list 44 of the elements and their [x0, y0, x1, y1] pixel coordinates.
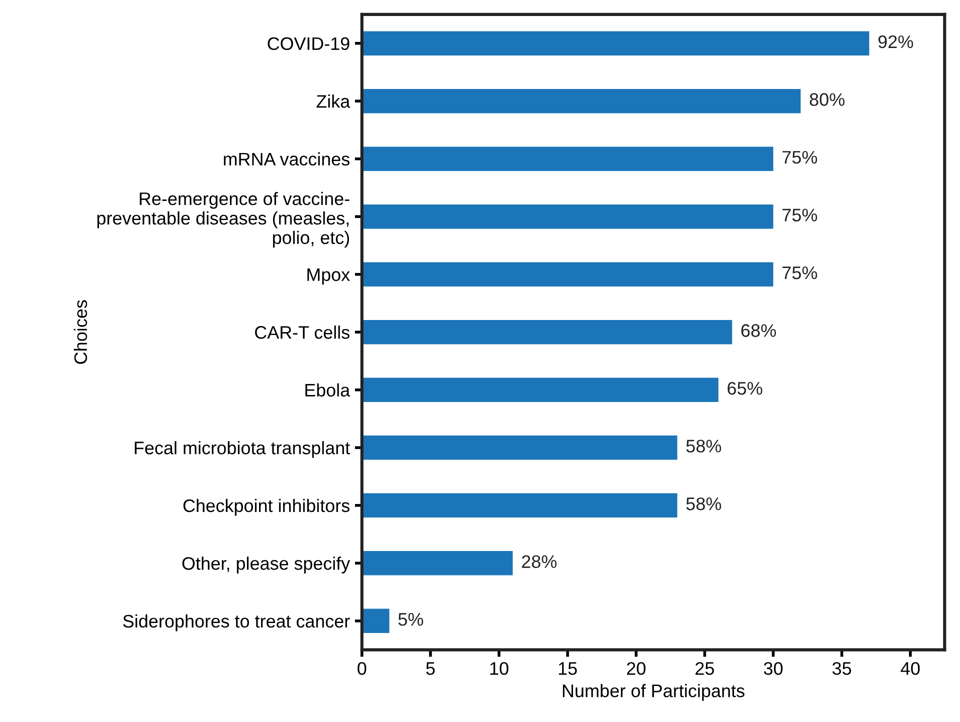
y-tick-label: COVID-19 [268, 37, 350, 50]
bar [362, 88, 801, 114]
annotation: 58% [686, 497, 722, 510]
bar [362, 493, 678, 518]
annotation: 28% [522, 555, 557, 568]
x-tick-label: 0 [358, 662, 366, 675]
annotation: 68% [741, 324, 776, 337]
bar [362, 378, 718, 402]
annotation: 75% [782, 208, 818, 222]
y-tick-label: Mpox [307, 268, 350, 285]
y-tick-label: Siderophores to treat cancer [123, 614, 350, 632]
annotation: 5% [398, 613, 424, 626]
annotation: 80% [810, 93, 845, 106]
bar [362, 608, 390, 634]
x-tick-label: 30 [764, 662, 783, 675]
x-tick-label: 10 [490, 662, 508, 675]
annotation: 65% [728, 382, 762, 395]
y-tick-label: CAR-T cells [255, 326, 350, 339]
y-tick-label: Re-emergence of vaccine- preventable diseases (measles, polio, etc) [97, 192, 350, 248]
y-tick-label: mRNA vaccines [224, 152, 350, 166]
y-tick-label: Ebola [305, 383, 350, 397]
x-tick-label: 40 [900, 662, 920, 675]
bar [362, 31, 870, 56]
y-tick-label: Other, please specify [182, 556, 350, 574]
annotation: 75% [782, 150, 818, 164]
y-tick-label: Checkpoint inhibitors [183, 498, 350, 516]
bar [362, 262, 774, 286]
x-tick-label: 25 [696, 662, 714, 675]
bar [362, 146, 774, 171]
x-tick-label: 20 [627, 662, 646, 675]
bar [362, 320, 732, 344]
y-tick-label: Zika [316, 94, 350, 108]
y-axis-title: Choices [74, 300, 88, 364]
x-tick-label: 35 [832, 662, 852, 675]
y-tick-label: Fecal microbiota transplant [134, 441, 350, 458]
bar [362, 436, 678, 460]
x-tick-label: 5 [426, 662, 435, 675]
bar [362, 204, 774, 229]
x-tick-label: 15 [558, 662, 577, 675]
x-axis-title: Number of Participants [562, 684, 744, 701]
annotation: 58% [686, 440, 722, 452]
bar [362, 551, 513, 576]
annotation: 92% [878, 35, 914, 48]
annotation: 75% [782, 266, 818, 280]
